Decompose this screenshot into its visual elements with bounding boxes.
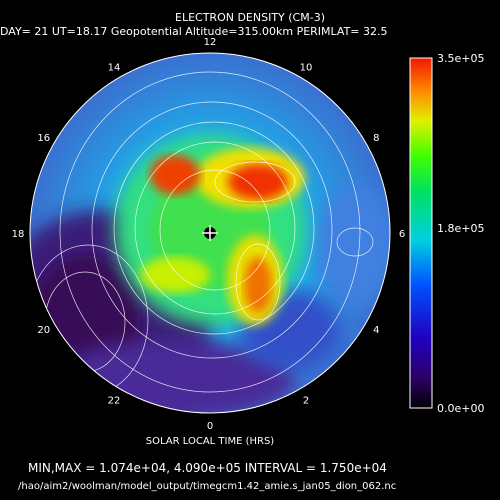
colorbar-tick-1: 1.8e+05 (437, 222, 484, 235)
colorbar-ticks: 0.0e+00 1.8e+05 3.5e+05 (437, 52, 484, 415)
hour-label-2: 2 (303, 395, 309, 406)
hour-label-4: 4 (373, 325, 379, 336)
hour-label-18: 18 (12, 229, 25, 240)
hour-label-16: 16 (37, 133, 50, 144)
hour-label-20: 20 (37, 325, 50, 336)
hour-label-12: 12 (204, 37, 217, 48)
hour-label-6: 6 (399, 229, 405, 240)
x-axis-label: SOLAR LOCAL TIME (HRS) (145, 436, 275, 447)
hour-label-14: 14 (108, 63, 121, 74)
disk-outline (29, 52, 391, 414)
contour-lines (30, 71, 374, 396)
dawn-region (315, 185, 390, 305)
colorbar-tick-2: 3.5e+05 (437, 52, 484, 65)
chart-subtitle: DAY= 21 UT=18.17 Geopotential Altitude=3… (0, 25, 388, 38)
density-disk (30, 53, 390, 413)
hour-label-0: 0 (207, 421, 213, 432)
hour-labels: 0 2 4 6 8 10 12 14 16 18 20 22 (12, 37, 406, 432)
colorbar-tick-0: 0.0e+00 (437, 402, 484, 415)
nightside-peak (244, 257, 272, 313)
cusp-peak (150, 155, 200, 195)
dayside-peak (228, 164, 288, 200)
hour-label-22: 22 (108, 395, 121, 406)
min-max-interval: MIN,MAX = 1.074e+04, 4.090e+05 INTERVAL … (28, 461, 387, 475)
hour-label-10: 10 (300, 63, 313, 74)
colorbar (409, 57, 433, 409)
file-path: /hao/aim2/woolman/model_output/timegcm1.… (18, 481, 397, 492)
chart-title: ELECTRON DENSITY (CM-3) (175, 11, 325, 24)
tongue-region (140, 257, 210, 293)
hour-label-8: 8 (373, 133, 379, 144)
